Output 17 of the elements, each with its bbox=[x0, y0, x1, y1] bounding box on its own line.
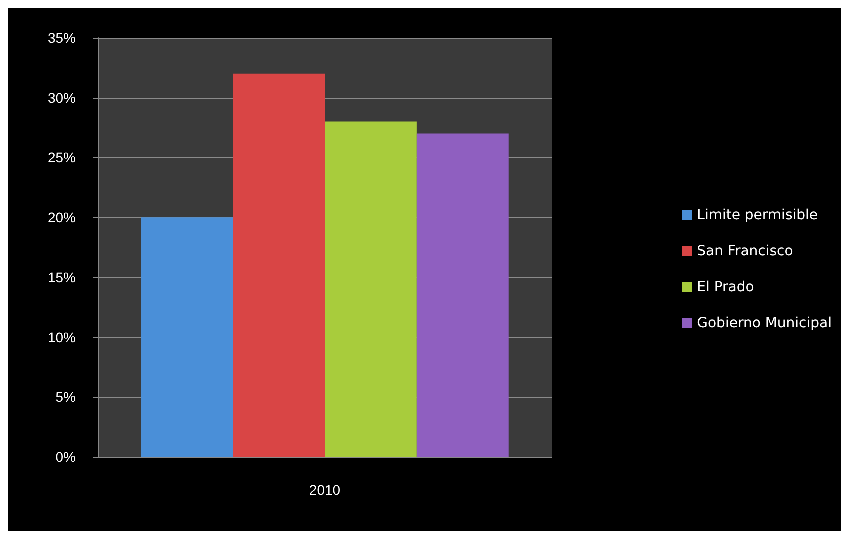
y-tick-label: 10% bbox=[48, 329, 76, 346]
legend-label: El Prado bbox=[697, 280, 754, 296]
y-tick-label: 5% bbox=[56, 389, 76, 406]
legend-label: San Francisco bbox=[697, 244, 794, 260]
y-tick-label: 15% bbox=[48, 269, 76, 286]
bar bbox=[233, 74, 325, 457]
y-tick-label: 20% bbox=[48, 210, 76, 226]
y-tick-label: 25% bbox=[48, 150, 76, 166]
legend-label: Gobierno Municipal bbox=[697, 316, 832, 332]
bar bbox=[141, 218, 234, 457]
y-tick-label: 35% bbox=[48, 30, 76, 46]
y-tick-label: 0% bbox=[56, 449, 76, 465]
bar bbox=[416, 134, 509, 457]
legend-label: Limite permisible bbox=[697, 208, 818, 224]
bar bbox=[325, 122, 417, 457]
x-tick-label: 2010 bbox=[309, 482, 341, 498]
y-tick-label: 30% bbox=[48, 90, 76, 106]
